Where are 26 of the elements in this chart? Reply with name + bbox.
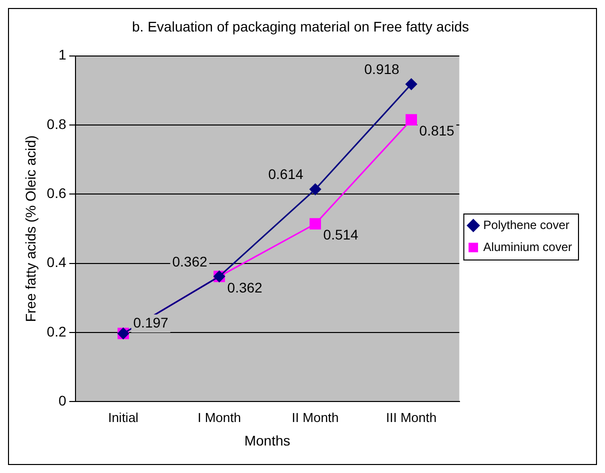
data-label: 0.362 <box>172 253 208 270</box>
y-tick-label: 0.2 <box>46 323 66 340</box>
y-tick-label: 0.6 <box>46 184 66 201</box>
data-label: 0.197 <box>133 314 169 330</box>
point <box>310 184 322 196</box>
data-label: 0.918 <box>364 61 400 78</box>
x-axis-title: Months <box>244 432 290 448</box>
legend-label: Polythene cover <box>483 218 570 232</box>
data-label: 0.362 <box>227 279 263 296</box>
y-tick-label: 1 <box>58 46 66 63</box>
y-tick-label: 0 <box>58 392 66 408</box>
x-tick-label: Initial <box>108 410 139 425</box>
point <box>406 78 418 90</box>
point <box>310 218 321 230</box>
point <box>406 114 417 126</box>
y-tick-label: 0.4 <box>46 254 66 270</box>
data-label: 0.514 <box>323 226 359 243</box>
y-axis-title: Free fatty acids (% Oleic acid) <box>22 135 38 322</box>
chart-title: b. Evaluation of packaging material on Free fatty acids <box>132 18 469 34</box>
data-label: 0.815 <box>419 122 455 139</box>
data-label: 0.614 <box>268 166 304 182</box>
x-tick-label: II Month <box>292 410 339 425</box>
legend-label: Aluminium cover <box>483 240 572 254</box>
x-tick-label: III Month <box>386 410 437 425</box>
y-tick-label: 0.8 <box>46 116 66 132</box>
x-tick-label: I Month <box>198 410 241 425</box>
